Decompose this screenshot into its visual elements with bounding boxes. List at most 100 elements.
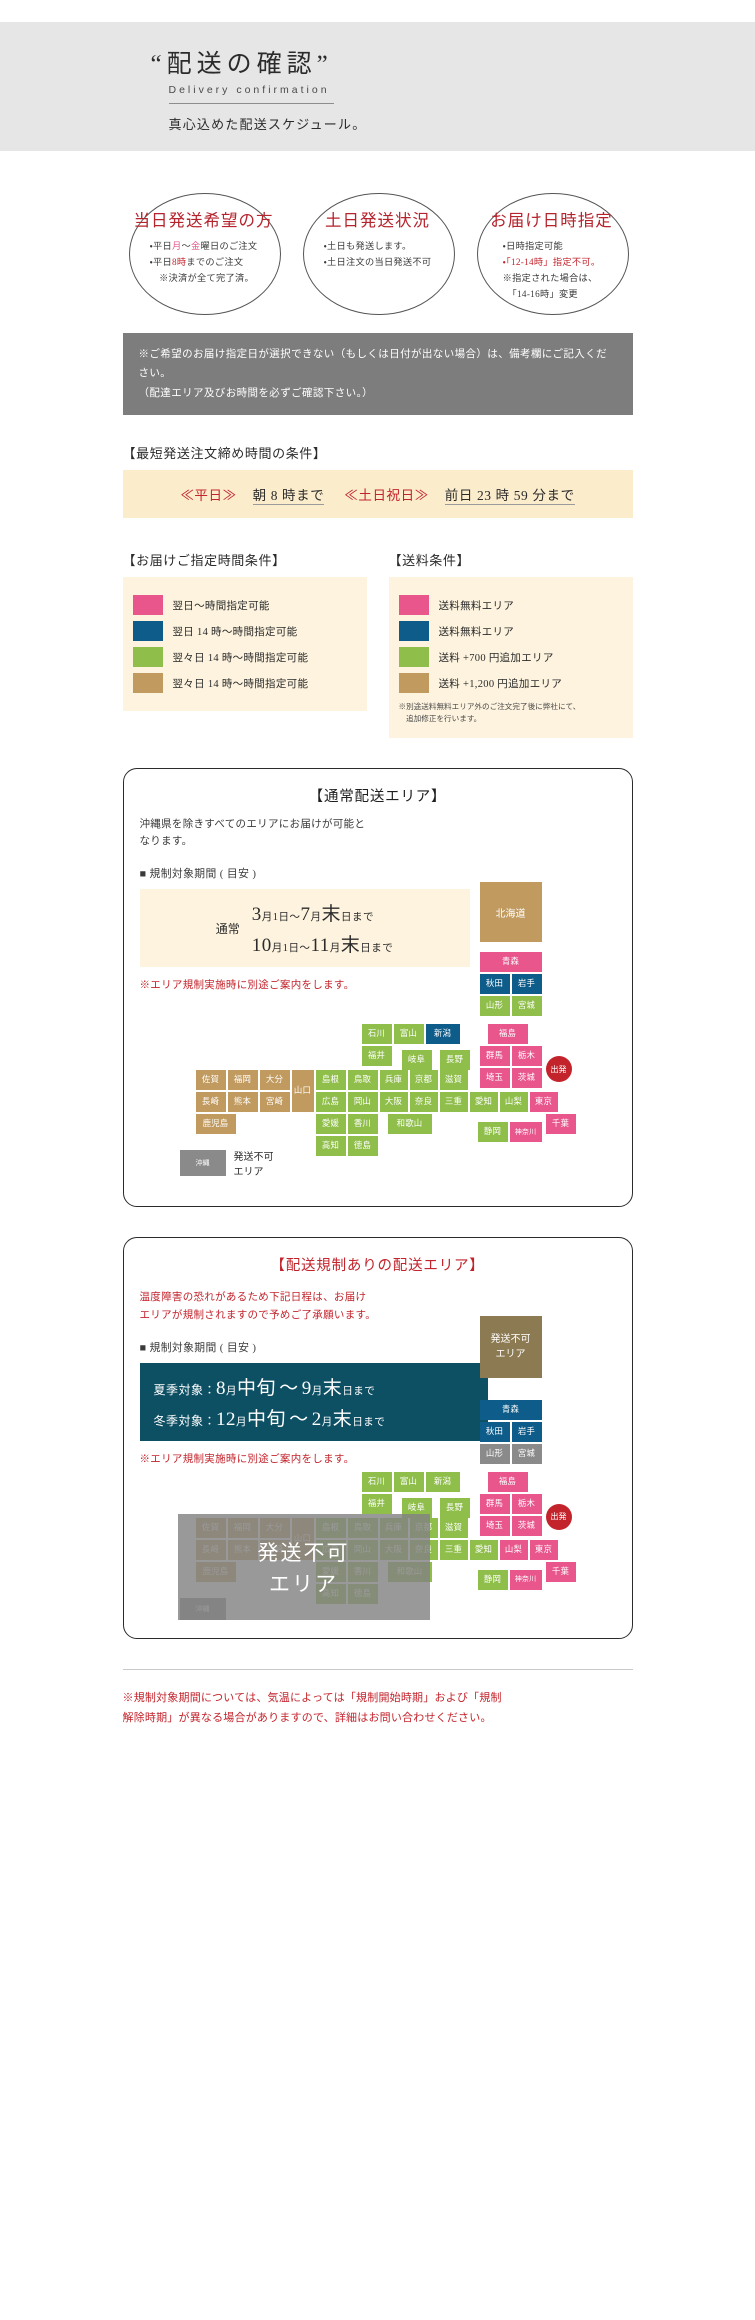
pref-cell-tottori: 鳥取 [347, 1070, 378, 1091]
pref-cell-fukushima: 福島 [487, 1471, 528, 1492]
period-line-1: 3月1日～7月末日まで [251, 904, 374, 926]
page-title: “配送の確認” [150, 51, 333, 78]
legend-item: 送料無料エリア [398, 595, 623, 616]
pref-cell-tokyo: 東京 [529, 1092, 558, 1113]
pref-cell-okayama: 岡山 [347, 1092, 378, 1113]
legend-item: 送料無料エリア [398, 621, 623, 642]
pref-cell-tokushima: 徳島 [347, 1136, 378, 1157]
pref-cell-yamanashi: 山梨 [499, 1539, 528, 1560]
legend-section: 【お届けご指定時間条件】 翌日～時間指定可能 翌日 14 時～時間指定可能 翌々… [122, 522, 633, 738]
pref-cell-osaka: 大阪 [379, 1092, 408, 1113]
pref-cell-niigata: 新潟 [425, 1024, 460, 1045]
pref-cell-nagano: 長野 [439, 1497, 470, 1518]
restricted-delivery-card: 【配送規制ありの配送エリア】 温度障害の恐れがあるため下記日程は、お届け エリア… [122, 1237, 633, 1639]
pref-cell-iwate: 岩手 [511, 974, 542, 995]
pref-cell-fukushima: 福島 [487, 1024, 528, 1045]
holiday-value: 前日 23 時 59 分まで [444, 488, 575, 506]
color-swatch [132, 673, 163, 694]
legend-label: 送料 +1,200 円追加エリア [438, 678, 563, 690]
color-swatch [132, 595, 163, 616]
pref-cell-nagasaki: 長崎 [195, 1092, 226, 1113]
pref-cell-shizuoka: 静岡 [477, 1122, 508, 1143]
cutoff-bar: ≪平日≫ 朝 8 時まで ≪土日祝日≫ 前日 23 時 59 分まで [122, 470, 633, 519]
hokkaido-nodeliver-cell: 発送不可 エリア [479, 1315, 542, 1378]
pref-cell-yamanashi: 山梨 [499, 1092, 528, 1113]
pref-cell-toyama: 富山 [393, 1471, 424, 1492]
restricted-period-label: ■ 規制対象期間 ( 目安 ) [139, 1341, 257, 1354]
normal-period-label: ■ 規制対象期間 ( 目安 ) [139, 868, 257, 881]
pref-cell-kanagawa: 神奈川 [509, 1122, 542, 1143]
pref-cell-tochigi: 栃木 [511, 1046, 542, 1067]
legend-time-col: 【お届けご指定時間条件】 翌日～時間指定可能 翌日 14 時～時間指定可能 翌々… [122, 522, 367, 737]
pref-cell-akita: 秋田 [479, 974, 510, 995]
color-swatch [132, 647, 163, 668]
pref-cell-gunma: 群馬 [479, 1493, 510, 1514]
pref-cell-yamagata: 山形 [479, 1443, 510, 1464]
pref-cell-niigata: 新潟 [425, 1471, 460, 1492]
pref-cell-tokyo: 東京 [529, 1539, 558, 1560]
nodeliver-line: エリア [233, 1167, 264, 1179]
legend-fee-box: 送料無料エリア 送料無料エリア 送料 +700 円追加エリア 送料 +1,200… [388, 577, 633, 738]
lead-line: 沖縄県を除きすべてのエリアにお届けが可能と [139, 818, 366, 830]
pref-cell-wakayama: 和歌山 [387, 1114, 432, 1135]
legend-item: 送料 +700 円追加エリア [398, 647, 623, 668]
pref-cell-kagawa: 香川 [347, 1114, 378, 1135]
pref-cell-chiba: 千葉 [545, 1114, 576, 1135]
legend-fee-col: 【送料条件】 送料無料エリア 送料無料エリア 送料 +700 円追加エリア [388, 522, 633, 738]
pref-cell-akita: 秋田 [479, 1421, 510, 1442]
legend-item: 翌日 14 時～時間指定可能 [132, 621, 357, 642]
pref-cell-oita: 大分 [259, 1070, 290, 1091]
pref-cell-gifu: 岐阜 [401, 1050, 432, 1071]
legend-time-box: 翌日～時間指定可能 翌日 14 時～時間指定可能 翌々日 14 時～時間指定可能… [122, 577, 367, 712]
delivery-confirmation-page: “配送の確認” Delivery confirmation 真心込めた配送スケジ… [0, 22, 755, 1749]
page-header: “配送の確認” Delivery confirmation 真心込めた配送スケジ… [0, 22, 755, 151]
pref-cell-tochigi: 栃木 [511, 1493, 542, 1514]
circle-same-day: 当日発送希望の方 ・平日月～金曜日のご注文 ・平日8時までのご注文 ※決済が全て… [123, 181, 285, 315]
normal-caution: ※エリア規制実施時に別途ご案内をします。 [139, 980, 355, 992]
normal-map-lead: 沖縄県を除きすべてのエリアにお届けが可能と なります。 [140, 816, 616, 852]
legend-item: 送料 +1,200 円追加エリア [398, 673, 623, 694]
pref-cell-saitama: 埼玉 [479, 1515, 510, 1536]
overlay-line: エリア [269, 1572, 338, 1597]
pref-cell-kagoshima: 鹿児島 [195, 1114, 236, 1135]
circle-title: 土日発送状況 [325, 211, 430, 230]
hokkaido-cell: 北海道 [479, 882, 542, 943]
pref-cell-yamaguchi: 山口 [291, 1070, 314, 1113]
pref-cell-shiga: 滋賀 [439, 1070, 468, 1091]
pref-cell-kyoto: 京都 [409, 1070, 438, 1091]
japan-map-normal: 北海道 青森 秋田 岩手 山形 宮城 石川 富山 新潟 福島 福井 岐阜 長野 … [140, 874, 616, 1184]
nodeliver-line: 発送不可 [490, 1333, 531, 1345]
circle-datetime: お届け日時指定 ・日時指定可能 ・「12-14時」指定不可。 ※指定された場合は… [471, 181, 633, 315]
pref-cell-aomori: 青森 [479, 1399, 542, 1420]
legend-label: 翌日～時間指定可能 [172, 600, 270, 612]
pref-cell-ehime: 愛媛 [315, 1114, 346, 1135]
pref-cell-fukuoka: 福岡 [227, 1070, 258, 1091]
pref-cell-gunma: 群馬 [479, 1046, 510, 1067]
pref-cell-aichi: 愛知 [469, 1092, 498, 1113]
legend-item: 翌々日 14 時～時間指定可能 [132, 673, 357, 694]
footer-line: 解除時期」が異なる場合がありますので、詳細はお問い合わせください。 [122, 1712, 492, 1725]
pref-cell-kochi: 高知 [315, 1136, 346, 1157]
legend-note-line: 追加修正を行います。 [398, 714, 482, 724]
pref-cell-kumamoto: 熊本 [227, 1092, 258, 1113]
cutoff-heading: 【最短発送注文締め時間の条件】 [122, 446, 327, 462]
circle-title: 当日発送希望の方 [133, 211, 274, 230]
summer-period-line: 夏季対象：8月中旬 ～ 9月末日まで [153, 1377, 376, 1399]
weekday-value: 朝 8 時まで [252, 488, 325, 506]
pref-cell-ibaraki: 茨城 [511, 1515, 542, 1536]
circle-title: お届け日時指定 [490, 211, 613, 230]
overlay-line: 発送不可 [257, 1540, 350, 1565]
restricted-map-lead: 温度障害の恐れがあるため下記日程は、お届け エリアが規制されますので予めご了承願… [140, 1289, 616, 1325]
lead-line: エリアが規制されますので予めご了承願います。 [139, 1310, 377, 1322]
pref-cell-mie: 三重 [439, 1092, 468, 1113]
circle-body: ・日時指定可能 ・「12-14時」指定不可。 ※指定された場合は、 「14-16… [503, 238, 601, 302]
holiday-label: ≪土日祝日≫ [344, 488, 429, 504]
pref-cell-toyama: 富山 [393, 1024, 424, 1045]
header-lead-text: 真心込めた配送スケジュール。 [168, 117, 367, 132]
page-subtitle: Delivery confirmation [168, 84, 330, 96]
pref-cell-okinawa: 沖縄 [179, 1150, 226, 1177]
normal-map-title: 【通常配送エリア】 [308, 788, 447, 805]
nodeliver-overlay [177, 1513, 430, 1620]
winter-period-line: 冬季対象：12月中旬 ～ 2月末日まで [153, 1408, 386, 1430]
pref-cell-chiba: 千葉 [545, 1561, 576, 1582]
